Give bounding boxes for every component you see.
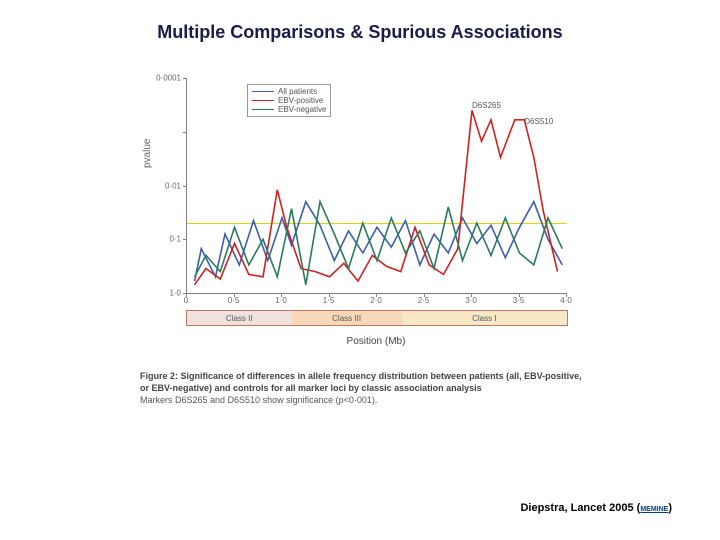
legend-row: EBV-positive: [252, 96, 326, 105]
citation: Diepstra, Lancet 2005 (MEMINE): [520, 502, 672, 514]
y-tick-mark: [183, 239, 187, 240]
x-tick-label: 4·0: [560, 296, 572, 305]
x-tick-label: 2·5: [418, 296, 430, 305]
class-segment: Class II: [187, 311, 292, 325]
y-tick-mark: [183, 132, 187, 133]
legend-row: EBV-negative: [252, 105, 326, 114]
class-segment: Class III: [292, 311, 402, 325]
citation-text: Diepstra, Lancet 2005: [520, 502, 633, 514]
series-line: [195, 202, 563, 285]
class-segment: Class I: [402, 311, 567, 325]
x-tick-label: 2·0: [370, 296, 382, 305]
x-tick-label: 3·5: [513, 296, 525, 305]
legend-swatch: [252, 91, 274, 93]
x-tick-label: 3·0: [465, 296, 477, 305]
series-line: [195, 202, 563, 281]
plot-area: All patientsEBV-positiveEBV-negative 0·0…: [186, 78, 567, 294]
class-region-bar: Class IIClass IIIClass I: [186, 310, 568, 326]
legend: All patientsEBV-positiveEBV-negative: [247, 84, 331, 117]
slide-title: Multiple Comparisons & Spurious Associat…: [0, 22, 720, 43]
line-series-svg: [187, 78, 567, 293]
x-tick-mark: [424, 293, 425, 297]
figure-wrapper: pvalue All patientsEBV-positiveEBV-negat…: [140, 78, 590, 428]
x-tick-label: 1·5: [323, 296, 335, 305]
legend-swatch: [252, 109, 274, 111]
figure-caption: Figure 2: Significance of differences in…: [140, 370, 590, 406]
x-tick-mark: [376, 293, 377, 297]
x-tick-mark: [519, 293, 520, 297]
legend-label: EBV-positive: [278, 96, 323, 105]
x-tick-label: 1·0: [275, 296, 287, 305]
x-tick-mark: [471, 293, 472, 297]
y-tick-mark: [183, 78, 187, 79]
x-tick-mark: [234, 293, 235, 297]
x-tick-mark: [566, 293, 567, 297]
legend-label: EBV-negative: [278, 105, 326, 114]
x-tick-mark: [329, 293, 330, 297]
legend-row: All patients: [252, 87, 326, 96]
caption-line2: Markers D6S265 and D6S510 show significa…: [140, 395, 377, 405]
y-axis-label: pvalue: [142, 139, 153, 168]
legend-swatch: [252, 100, 274, 102]
legend-label: All patients: [278, 87, 317, 96]
caption-bold: Figure 2: Significance of differences in…: [140, 371, 582, 393]
peak-annotation: D6S510: [524, 117, 553, 126]
x-tick-label: 0·5: [228, 296, 240, 305]
citation-link[interactable]: MEMINE: [640, 506, 668, 513]
peak-annotation: D6S265: [472, 101, 501, 110]
x-tick-label: 0: [184, 296, 188, 305]
x-tick-mark: [186, 293, 187, 297]
x-tick-mark: [281, 293, 282, 297]
x-axis-label: Position (Mb): [186, 336, 566, 347]
y-tick-mark: [183, 186, 187, 187]
